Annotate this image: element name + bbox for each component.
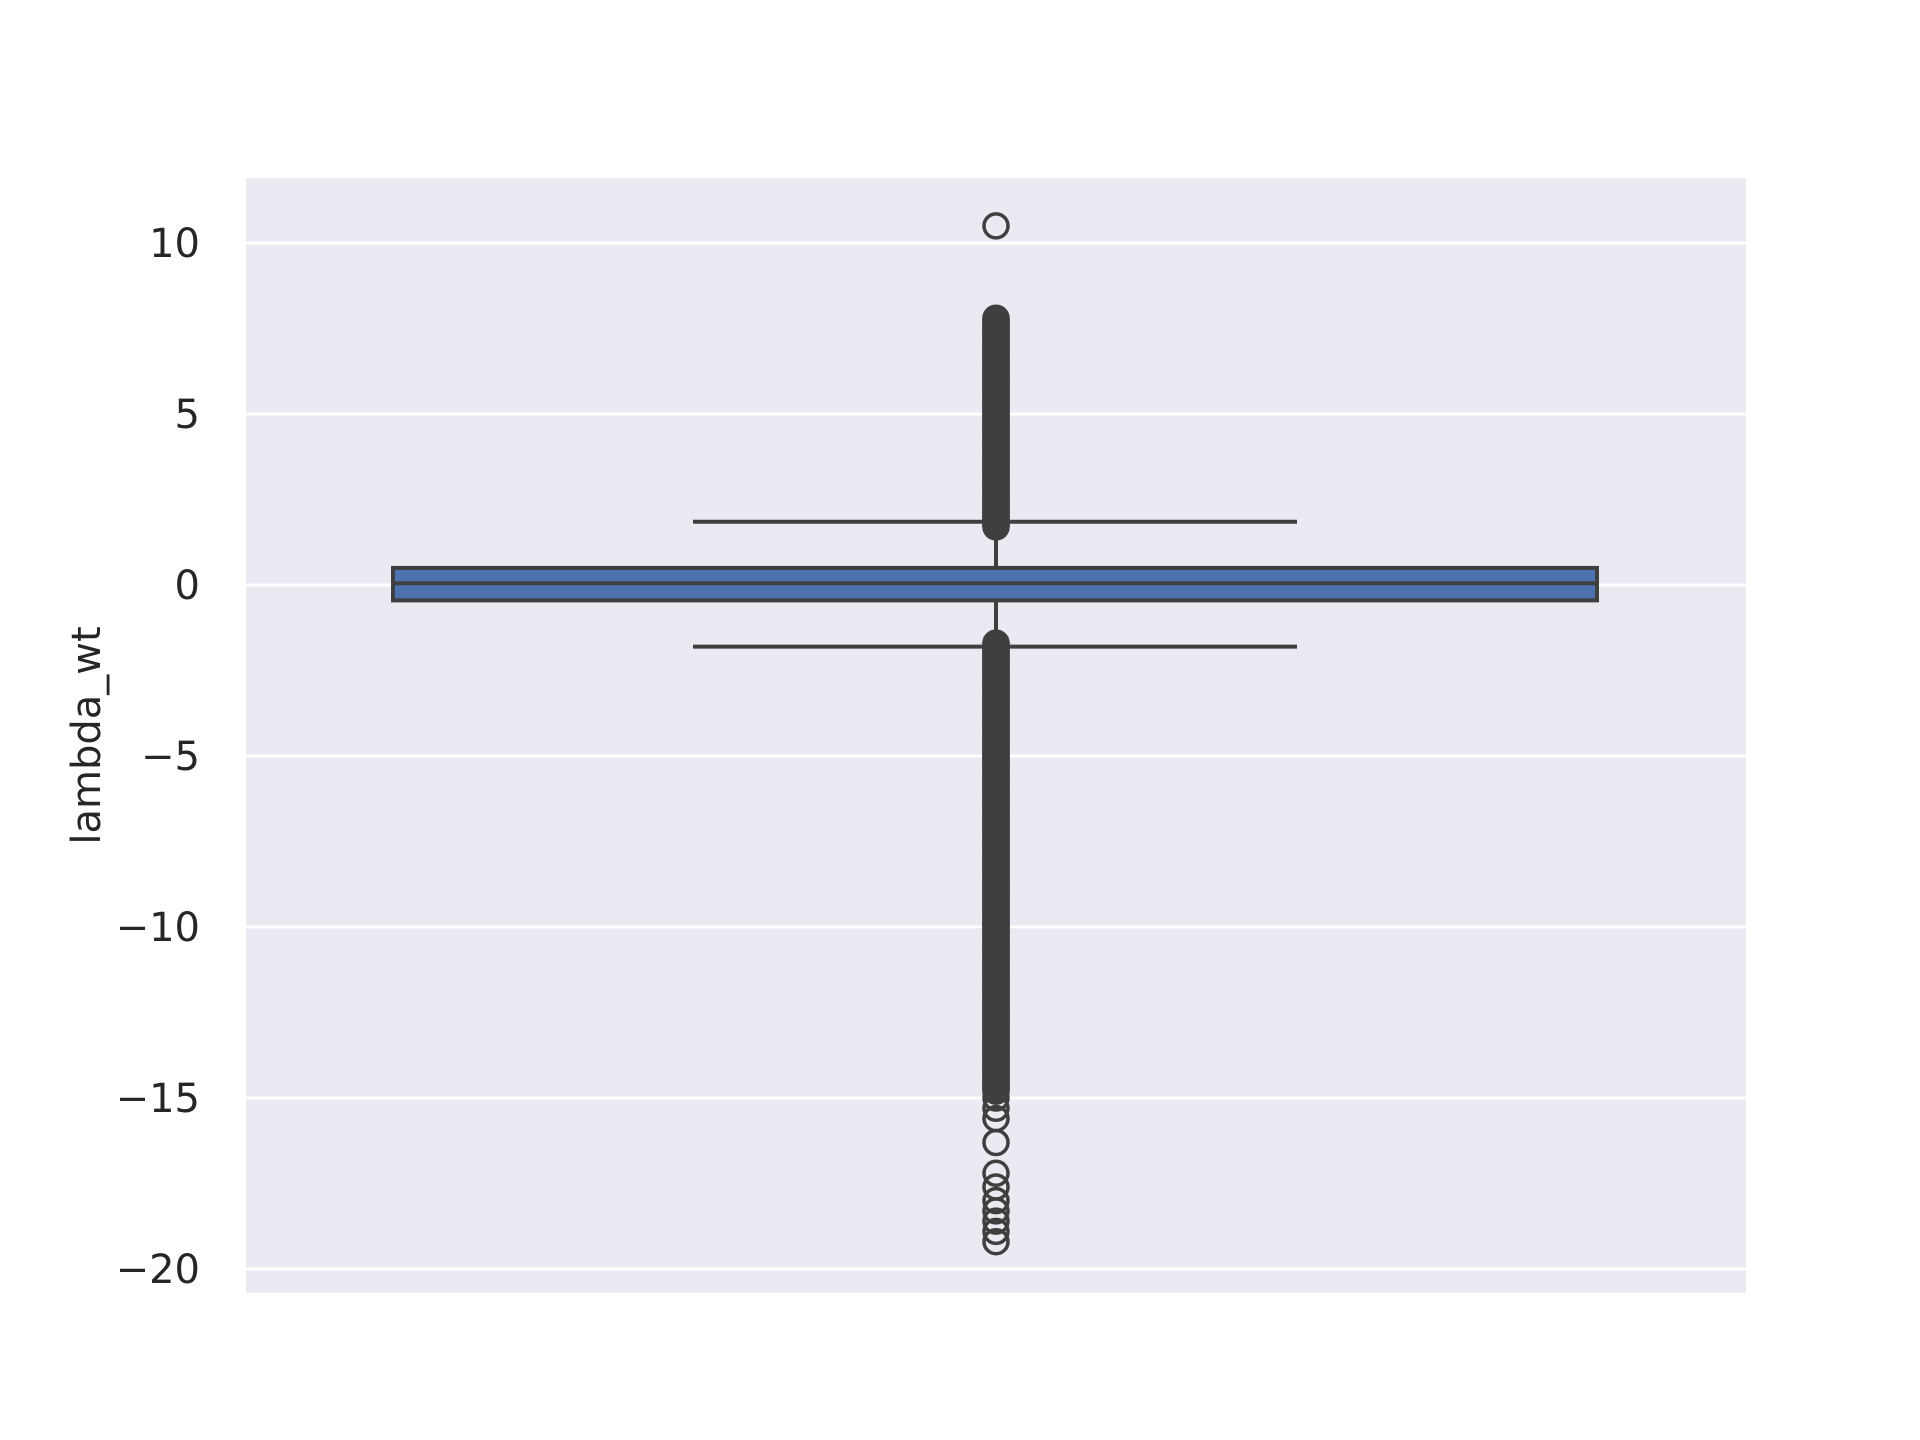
- y-tick-label: 5: [175, 392, 200, 438]
- y-tick-label: −5: [141, 734, 200, 780]
- y-tick-label: 0: [175, 563, 200, 609]
- y-tick-label: −10: [116, 905, 200, 951]
- y-tick-label: −15: [116, 1076, 200, 1122]
- y-axis-label: lambda_wt: [64, 626, 110, 844]
- y-tick-label: −20: [116, 1247, 200, 1293]
- y-tick-label: 10: [149, 221, 200, 267]
- y-tick-labels: 10 5 0 −5 −10 −15 −20: [116, 221, 200, 1293]
